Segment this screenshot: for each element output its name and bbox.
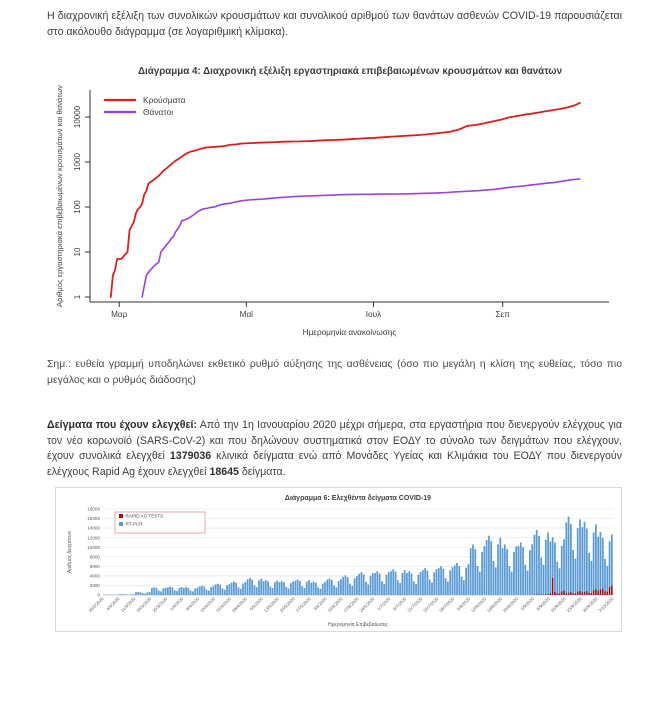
svg-text:26/8/2020: 26/8/2020 [502,596,519,613]
svg-text:2/9/2020: 2/9/2020 [520,596,536,612]
svg-text:27/5/2020: 27/5/2020 [295,596,312,613]
svg-text:Ημερομηνία Επιβεβαίωσης: Ημερομηνία Επιβεβαίωσης [328,622,389,628]
svg-text:Θάνατοι: Θάνατοι [143,107,173,117]
svg-text:7/10/2020: 7/10/2020 [598,596,615,613]
samples-text-1: Από την 1η Ιανουαρίου 2020 μέχρι σήμερα,… [47,419,622,462]
svg-text:13/5/2020: 13/5/2020 [263,596,280,613]
svg-text:Κρούσματα: Κρούσματα [143,95,186,105]
svg-text:15/7/2020: 15/7/2020 [406,596,423,613]
samples-lead: Δείγματα που έχουν ελεγχθεί: [47,419,198,431]
svg-text:23/9/2020: 23/9/2020 [566,596,583,613]
svg-text:10000: 10000 [73,105,82,128]
diagram6-bar-chart: Διάγραμμα 6: Ελεχθέντα δείγματα COVID-19… [66,494,615,628]
svg-text:2000: 2000 [90,583,101,588]
svg-text:Μαϊ: Μαϊ [240,310,255,319]
diagram6-container: Διάγραμμα 6: Ελεχθέντα δείγματα COVID-19… [55,487,622,632]
intro-paragraph: Η διαχρονική εξέλιξη των συνολικών κρουσ… [47,10,622,38]
svg-text:14000: 14000 [87,526,100,531]
svg-text:15/4/2020: 15/4/2020 [199,596,216,613]
svg-text:12000: 12000 [87,535,100,540]
svg-text:11/3/2020: 11/3/2020 [120,596,137,613]
svg-text:Αριθμός εργαστηριακά επιβεβαιω: Αριθμός εργαστηριακά επιβεβαιωμένων κρου… [55,85,64,307]
svg-text:18000: 18000 [87,507,100,512]
svg-text:RT-PCR: RT-PCR [126,522,144,527]
svg-text:Μαρ: Μαρ [111,310,128,319]
svg-text:17/6/2020: 17/6/2020 [343,596,360,613]
svg-text:16/9/2020: 16/9/2020 [550,596,567,613]
diagram4-title: Διάγραμμα 4: Διαχρονική εξέλιξη εργαστηρ… [137,66,563,77]
svg-text:22/4/2020: 22/4/2020 [215,596,232,613]
samples-text-2: κλινικά δείγματα ενώ από Μονάδες Υγείας … [47,450,622,478]
svg-text:25/3/2020: 25/3/2020 [151,596,168,613]
svg-text:0: 0 [97,593,100,598]
pcr-total-count: 1379036 [169,450,212,462]
svg-text:20/5/2020: 20/5/2020 [279,596,296,613]
svg-text:Σεπ: Σεπ [496,310,511,319]
svg-text:10/6/2020: 10/6/2020 [327,596,344,613]
svg-text:22/7/2020: 22/7/2020 [422,596,439,613]
svg-text:RAPID AG TESTS: RAPID AG TESTS [126,514,164,519]
samples-text-3: δείγματα. [238,465,286,478]
svg-text:8000: 8000 [90,554,101,559]
rapid-total-count: 18645 [209,465,239,478]
samples-paragraph: Δείγματα που έχουν ελεγχθεί: Από την 1η … [47,418,622,480]
svg-text:16000: 16000 [87,516,100,521]
svg-text:29/7/2020: 29/7/2020 [438,596,455,613]
svg-text:1: 1 [73,294,82,299]
svg-text:Διάγραμμα 6: Ελεχθέντα δείγματ: Διάγραμμα 6: Ελεχθέντα δείγματα COVID-19 [285,494,431,502]
svg-text:6000: 6000 [90,564,101,569]
svg-text:12/8/2020: 12/8/2020 [470,596,487,613]
svg-text:1/7/2020: 1/7/2020 [376,596,392,612]
svg-text:26/2/2020: 26/2/2020 [88,596,105,613]
svg-text:10000: 10000 [87,545,100,550]
svg-text:29/4/2020: 29/4/2020 [231,596,248,613]
svg-text:1000: 1000 [73,153,82,171]
svg-text:Ημερομηνία ανακοίνωσης: Ημερομηνία ανακοίνωσης [303,328,397,337]
note-paragraph: Σημ.: ευθεία γραμμή υποδηλώνει εκθετικό … [47,359,622,386]
svg-text:10: 10 [73,247,82,256]
svg-text:18/3/2020: 18/3/2020 [135,596,152,613]
diagram4-line-chart: 1 10 100 1000 10000 Μαρ Μαϊ Ιουλ Σεπ Ημερομηνία α… [55,85,609,337]
svg-text:1/4/2020: 1/4/2020 [169,596,185,612]
svg-text:24/6/2020: 24/6/2020 [358,596,375,613]
svg-text:4000: 4000 [90,573,101,578]
svg-text:Αριθμός δειγμάτων: Αριθμός δειγμάτων [66,530,73,573]
svg-text:19/8/2020: 19/8/2020 [486,596,503,613]
svg-text:30/9/2020: 30/9/2020 [582,596,599,613]
svg-text:100: 100 [73,200,82,214]
svg-text:Ιουλ: Ιουλ [366,310,382,319]
